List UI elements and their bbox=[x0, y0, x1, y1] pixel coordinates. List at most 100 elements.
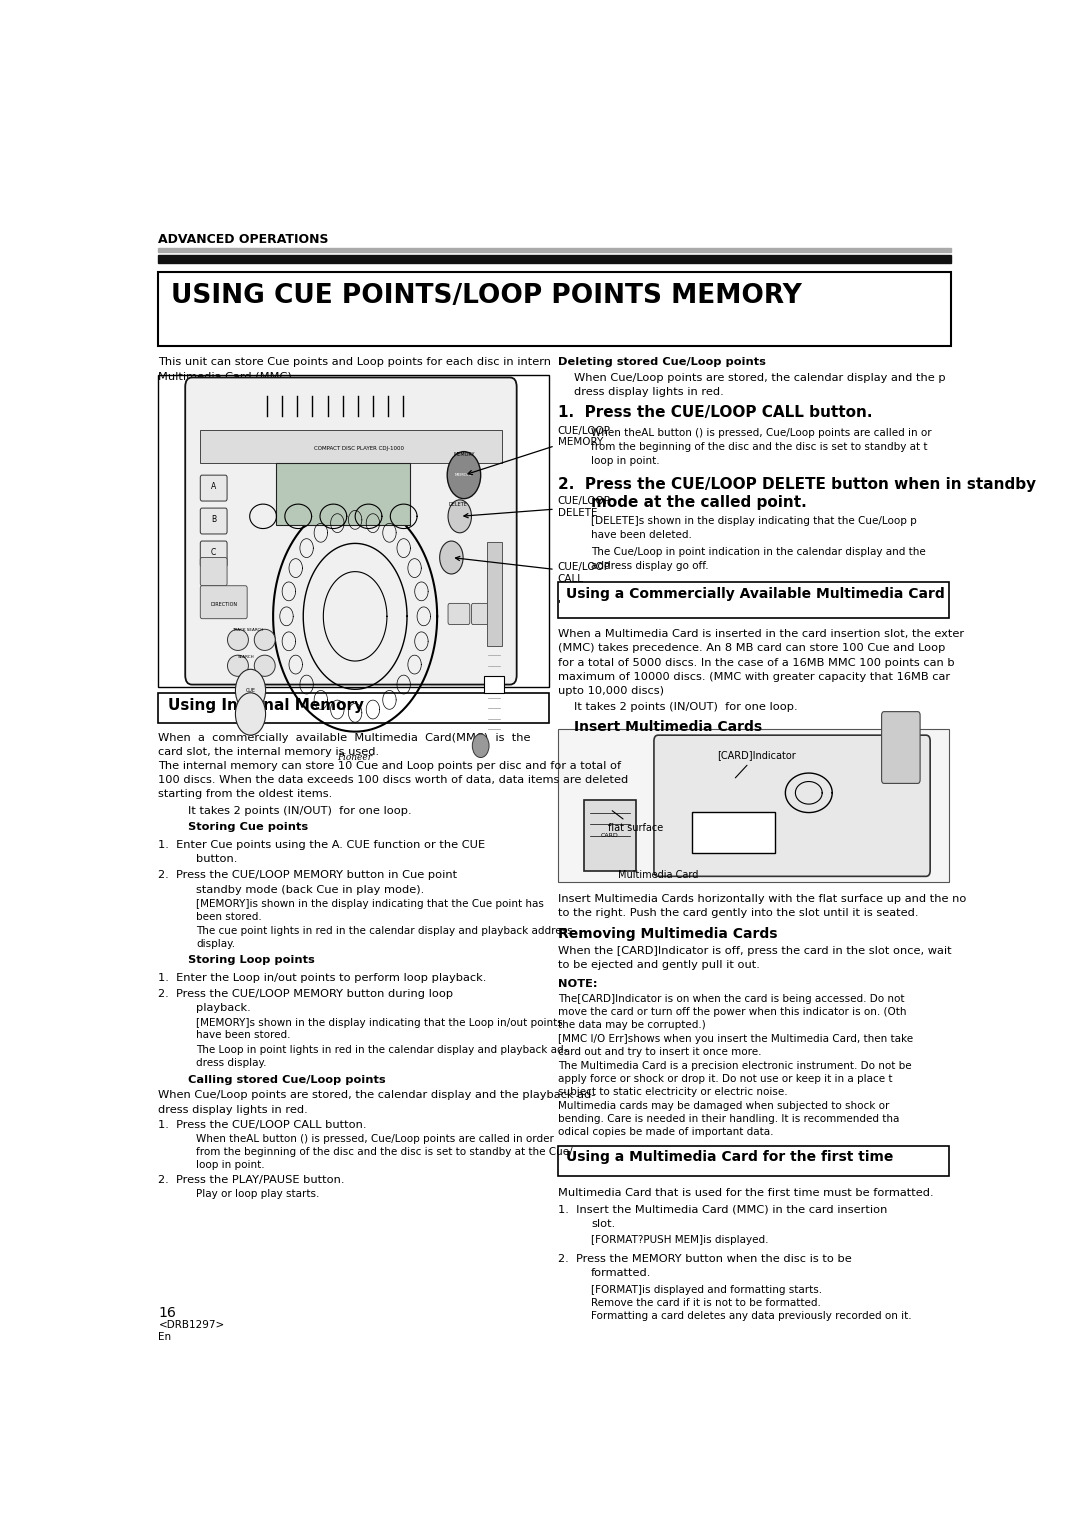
Bar bbox=[557, 1146, 949, 1177]
Text: ': ' bbox=[557, 599, 561, 608]
Circle shape bbox=[235, 692, 266, 735]
Text: loop in point.: loop in point. bbox=[591, 457, 660, 466]
Text: dress display lights in red.: dress display lights in red. bbox=[159, 1105, 308, 1114]
Text: 2.  Press the CUE/LOOP MEMORY button during loop: 2. Press the CUE/LOOP MEMORY button duri… bbox=[159, 989, 454, 999]
Text: 2.  Press the PLAY/PAUSE button.: 2. Press the PLAY/PAUSE button. bbox=[159, 1175, 345, 1186]
Text: MEMORY: MEMORY bbox=[455, 474, 473, 477]
Text: DIRECTION: DIRECTION bbox=[211, 602, 238, 607]
Text: [FORMAT?PUSH MEM]is displayed.: [FORMAT?PUSH MEM]is displayed. bbox=[591, 1235, 769, 1245]
Text: have been deleted.: have been deleted. bbox=[591, 530, 692, 541]
Text: bending. Care is needed in their handling. It is recommended tha: bending. Care is needed in their handlin… bbox=[557, 1114, 899, 1125]
Text: Multimedia cards may be damaged when subjected to shock or: Multimedia cards may be damaged when sub… bbox=[557, 1102, 889, 1111]
FancyBboxPatch shape bbox=[448, 604, 470, 625]
Text: slot.: slot. bbox=[591, 1219, 616, 1229]
Text: ADVANCED OPERATIONS: ADVANCED OPERATIONS bbox=[159, 232, 329, 246]
Bar bbox=[159, 376, 550, 688]
Text: subject to static electricity or electric noise.: subject to static electricity or electri… bbox=[557, 1086, 787, 1097]
Text: It takes 2 points (IN/OUT)  for one loop.: It takes 2 points (IN/OUT) for one loop. bbox=[575, 703, 798, 712]
FancyBboxPatch shape bbox=[200, 509, 227, 533]
Text: Play or loop play starts.: Play or loop play starts. bbox=[197, 1189, 320, 1199]
Text: button.: button. bbox=[197, 854, 238, 863]
Text: Storing Loop points: Storing Loop points bbox=[188, 955, 314, 966]
Bar bbox=[484, 677, 504, 692]
Bar bbox=[159, 692, 550, 723]
Text: (MMC) takes precedence. An 8 MB card can store 100 Cue and Loop: (MMC) takes precedence. An 8 MB card can… bbox=[557, 643, 945, 654]
Text: loop in point.: loop in point. bbox=[197, 1160, 265, 1170]
Bar bbox=[691, 813, 775, 854]
Circle shape bbox=[448, 500, 472, 533]
Text: Multimedia Card that is used for the first time must be formatted.: Multimedia Card that is used for the fir… bbox=[557, 1189, 933, 1198]
Text: display.: display. bbox=[197, 938, 235, 949]
Text: CUE/LOOP
CALL: CUE/LOOP CALL bbox=[456, 556, 610, 584]
Circle shape bbox=[472, 733, 489, 758]
Text: the data may be corrupted.): the data may be corrupted.) bbox=[557, 1019, 705, 1030]
Text: [MMC I/O Err]shows when you insert the Multimedia Card, then take: [MMC I/O Err]shows when you insert the M… bbox=[557, 1034, 913, 1044]
Text: 2.  Press the CUE/LOOP MEMORY button in Cue point: 2. Press the CUE/LOOP MEMORY button in C… bbox=[159, 871, 458, 880]
Text: card out and try to insert it once more.: card out and try to insert it once more. bbox=[557, 1047, 761, 1057]
Text: Storing Cue points: Storing Cue points bbox=[188, 822, 308, 833]
Text: playback.: playback. bbox=[197, 1004, 251, 1013]
Text: USING CUE POINTS/LOOP POINTS MEMORY: USING CUE POINTS/LOOP POINTS MEMORY bbox=[171, 283, 801, 309]
Circle shape bbox=[440, 541, 463, 575]
Text: The cue point lights in red in the calendar display and playback address: The cue point lights in red in the calen… bbox=[197, 926, 572, 935]
Text: 2.  Press the MEMORY button when the disc is to be: 2. Press the MEMORY button when the disc… bbox=[557, 1254, 851, 1264]
Text: C: C bbox=[211, 549, 216, 558]
Ellipse shape bbox=[228, 630, 248, 651]
Ellipse shape bbox=[228, 656, 248, 677]
Text: maximum of 10000 discs. (MMC with greater capacity that 16MB car: maximum of 10000 discs. (MMC with greate… bbox=[557, 672, 949, 681]
Text: A: A bbox=[211, 483, 216, 492]
Text: Remove the card if it is not to be formatted.: Remove the card if it is not to be forma… bbox=[591, 1297, 821, 1308]
Text: 2.  Press the CUE/LOOP DELETE button when in standby: 2. Press the CUE/LOOP DELETE button when… bbox=[557, 477, 1036, 492]
Text: mode at the called point.: mode at the called point. bbox=[591, 495, 807, 510]
FancyBboxPatch shape bbox=[200, 541, 227, 567]
Text: Using a Commercially Available Multimedia Card: Using a Commercially Available Multimedi… bbox=[566, 587, 945, 601]
Text: When a Multimedia Card is inserted in the card insertion slot, the exter: When a Multimedia Card is inserted in th… bbox=[557, 630, 963, 639]
Text: When  a  commercially  available  Multimedia  Card(MMC)  is  the: When a commercially available Multimedia… bbox=[159, 733, 531, 743]
Bar bbox=[159, 272, 951, 345]
Circle shape bbox=[447, 452, 481, 498]
Text: En: En bbox=[159, 1332, 172, 1342]
Text: The Loop in point lights in red in the calendar display and playback ad-: The Loop in point lights in red in the c… bbox=[197, 1045, 567, 1054]
Text: When theAL button () is pressed, Cue/Loop points are called in order: When theAL button () is pressed, Cue/Loo… bbox=[197, 1134, 554, 1144]
FancyBboxPatch shape bbox=[653, 735, 930, 877]
Text: [DELETE]s shown in the display indicating that the Cue/Loop p: [DELETE]s shown in the display indicatin… bbox=[591, 516, 917, 526]
Text: When Cue/Loop points are stored, the calendar display and the p: When Cue/Loop points are stored, the cal… bbox=[575, 373, 946, 384]
Text: DELETE: DELETE bbox=[448, 503, 467, 507]
Text: starting from the oldest items.: starting from the oldest items. bbox=[159, 790, 333, 799]
Text: standby mode (back Cue in play mode).: standby mode (back Cue in play mode). bbox=[197, 885, 424, 894]
Text: The internal memory can store 10 Cue and Loop points per disc and for a total of: The internal memory can store 10 Cue and… bbox=[159, 761, 622, 772]
Text: to the right. Push the card gently into the slot until it is seated.: to the right. Push the card gently into … bbox=[557, 908, 918, 918]
Text: Deleting stored Cue/Loop points: Deleting stored Cue/Loop points bbox=[557, 358, 766, 368]
Bar bbox=[159, 255, 951, 263]
Text: NOTE:: NOTE: bbox=[557, 979, 597, 989]
Text: Pioneer: Pioneer bbox=[338, 753, 373, 762]
Text: upto 10,000 discs): upto 10,000 discs) bbox=[557, 686, 664, 695]
Text: move the card or turn off the power when this indicator is on. (Oth: move the card or turn off the power when… bbox=[557, 1007, 906, 1018]
Text: Removing Multimedia Cards: Removing Multimedia Cards bbox=[557, 927, 778, 941]
Text: CUE: CUE bbox=[245, 688, 256, 694]
Text: The[CARD]Indicator is on when the card is being accessed. Do not: The[CARD]Indicator is on when the card i… bbox=[557, 995, 904, 1004]
Circle shape bbox=[235, 669, 266, 712]
Text: B: B bbox=[211, 515, 216, 524]
Text: The Multimedia Card is a precision electronic instrument. Do not be: The Multimedia Card is a precision elect… bbox=[557, 1060, 912, 1071]
Text: from the beginning of the disc and the disc is set to standby at t: from the beginning of the disc and the d… bbox=[591, 442, 928, 452]
Ellipse shape bbox=[254, 630, 275, 651]
Text: Multimedia Card (MMC).: Multimedia Card (MMC). bbox=[159, 371, 296, 382]
Text: dress display lights in red.: dress display lights in red. bbox=[575, 387, 725, 397]
FancyBboxPatch shape bbox=[584, 799, 635, 871]
Text: Using a Multimedia Card for the first time: Using a Multimedia Card for the first ti… bbox=[566, 1151, 893, 1164]
Text: 100 discs. When the data exceeds 100 discs worth of data, data items are deleted: 100 discs. When the data exceeds 100 dis… bbox=[159, 775, 629, 785]
Text: When Cue/Loop points are stored, the calendar display and the playback ad-: When Cue/Loop points are stored, the cal… bbox=[159, 1091, 596, 1100]
Text: flat surface: flat surface bbox=[608, 811, 663, 833]
Text: 1.  Enter Cue points using the A. CUE function or the CUE: 1. Enter Cue points using the A. CUE fun… bbox=[159, 840, 486, 850]
Text: This unit can store Cue points and Loop points for each disc in intern: This unit can store Cue points and Loop … bbox=[159, 358, 552, 368]
FancyBboxPatch shape bbox=[200, 585, 247, 619]
Text: Insert Multimedia Cards horizontally with the flat surface up and the no: Insert Multimedia Cards horizontally wit… bbox=[557, 894, 966, 905]
Text: Multimedia Card: Multimedia Card bbox=[618, 871, 699, 880]
Text: card slot, the internal memory is used.: card slot, the internal memory is used. bbox=[159, 747, 379, 756]
Text: odical copies be made of important data.: odical copies be made of important data. bbox=[557, 1128, 773, 1137]
FancyBboxPatch shape bbox=[472, 604, 494, 625]
Text: It takes 2 points (IN/OUT)  for one loop.: It takes 2 points (IN/OUT) for one loop. bbox=[188, 805, 411, 816]
Text: CARD: CARD bbox=[602, 833, 619, 837]
FancyBboxPatch shape bbox=[200, 475, 227, 501]
